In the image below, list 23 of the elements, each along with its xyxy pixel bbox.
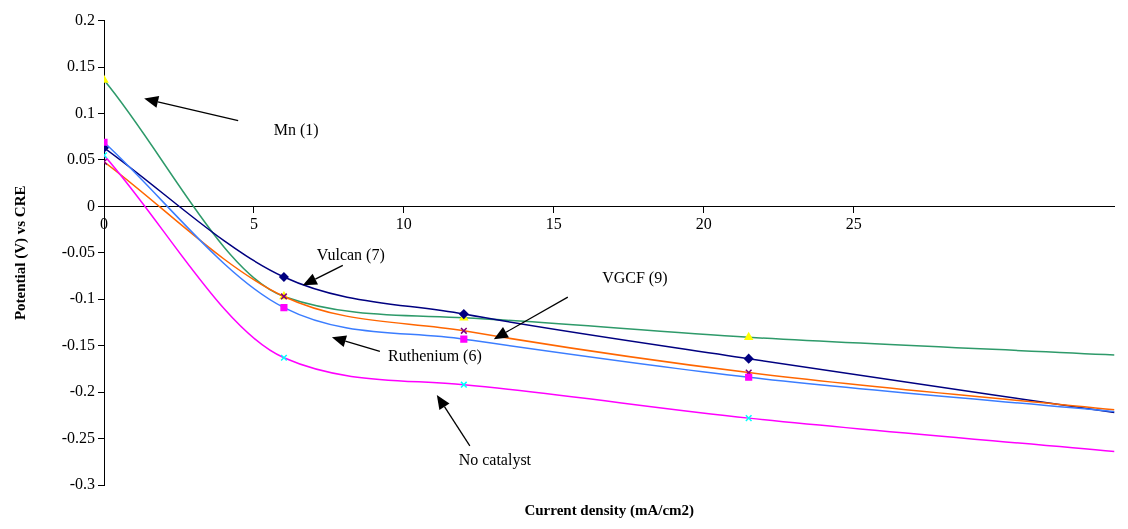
y-tick-label: 0.15 [67, 57, 95, 75]
annotation: VGCF (9) [602, 269, 668, 288]
y-tick-label: -0.3 [69, 475, 95, 493]
y-tick-label: -0.2 [69, 382, 95, 400]
x-tick-label: 15 [545, 215, 562, 233]
annotation: Vulcan (7) [316, 245, 385, 264]
y-tick-label: 0.05 [67, 150, 95, 168]
x-tick-label: 10 [395, 215, 412, 233]
y-tick-label: -0.05 [61, 243, 95, 260]
x-tick-label: 20 [695, 215, 712, 233]
annotation: Mn (1) [273, 120, 319, 139]
x-tick-label: 25 [845, 215, 862, 233]
x-tick-label: 5 [249, 215, 258, 233]
x-axis-title: Current density (mA/cm2) [524, 501, 695, 519]
y-tick-label: -0.25 [61, 428, 95, 446]
y-tick-label: 0 [87, 196, 95, 214]
y-axis-title: Potential (V) vs CRE [11, 185, 29, 321]
annotation: No catalyst [458, 451, 532, 470]
y-tick-label: 0.1 [75, 103, 95, 121]
y-tick-label: -0.1 [69, 289, 95, 307]
annotation: Ruthenium (6) [388, 346, 482, 365]
y-tick-label: -0.15 [61, 335, 95, 353]
y-tick-label: 0.2 [75, 10, 95, 28]
